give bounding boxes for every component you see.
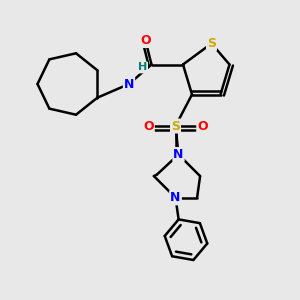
Text: S: S xyxy=(171,119,180,133)
Text: O: O xyxy=(140,34,151,47)
Text: S: S xyxy=(207,37,216,50)
Text: O: O xyxy=(197,119,208,133)
Text: N: N xyxy=(173,148,184,161)
Text: N: N xyxy=(124,77,134,91)
Text: N: N xyxy=(170,191,181,204)
Text: N: N xyxy=(170,191,181,204)
Text: O: O xyxy=(143,119,154,133)
Text: H: H xyxy=(138,62,147,73)
